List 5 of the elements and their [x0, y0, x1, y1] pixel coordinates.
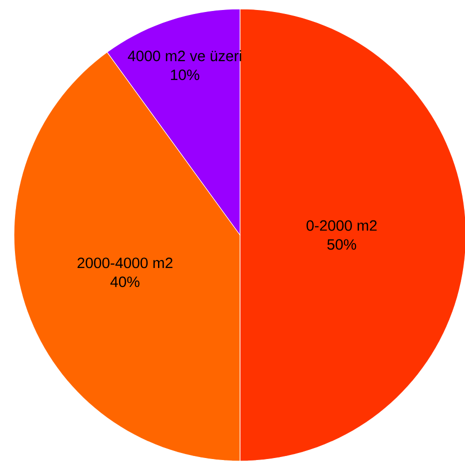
slice-label: 0-2000 m2 — [306, 220, 377, 231]
data-label: 10% — [171, 70, 200, 80]
data-label: 50% — [327, 239, 356, 250]
data-label: 40% — [110, 276, 140, 288]
slice-label: 2000-4000 m2 — [78, 258, 172, 268]
